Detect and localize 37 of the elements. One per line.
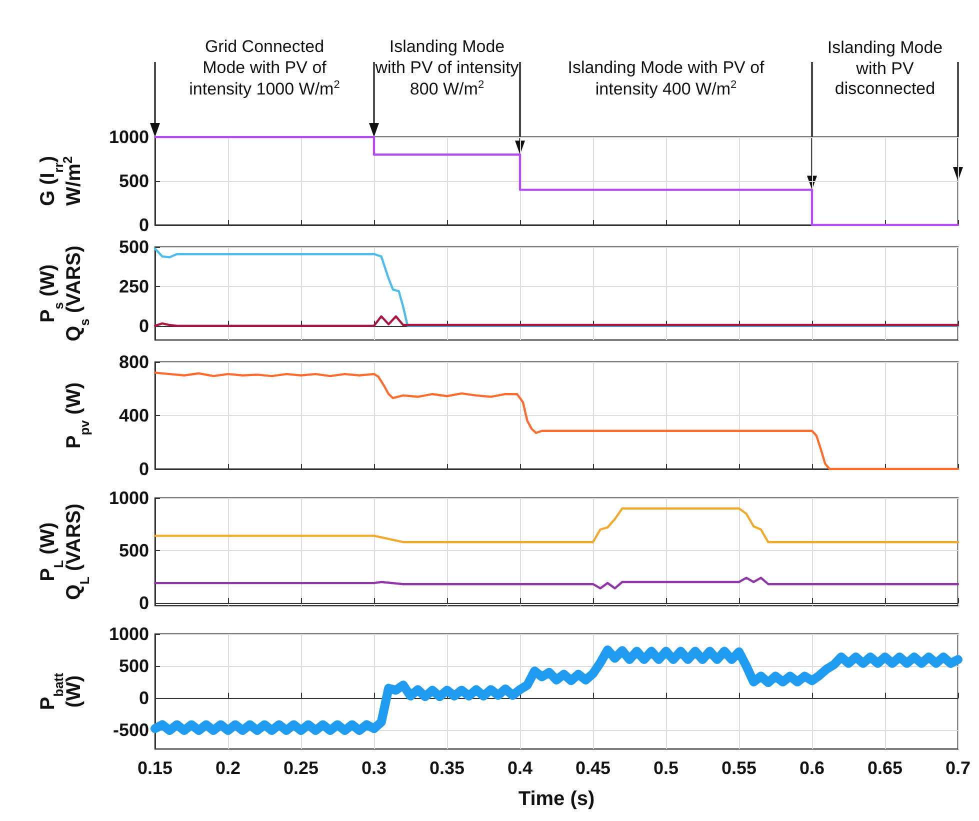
x-tick-label: 0.45 xyxy=(575,758,611,778)
x-tick-label: 0.15 xyxy=(137,758,173,778)
x-tick-label: 0.7 xyxy=(945,758,971,778)
text: Islanding Mode with PV of intensity 400 W/m$^{2}$ xyxy=(568,58,764,100)
x-tick-label: 0.25 xyxy=(283,758,319,778)
line-series xyxy=(154,507,960,544)
text: Islanding Mode with PV of intensity 800 W/m$^{2}$ xyxy=(375,37,519,100)
y-tick-label: 400 xyxy=(118,406,149,426)
y-tick-label: 1000 xyxy=(108,488,149,508)
y-tick-label: 500 xyxy=(118,171,149,191)
y-tick-label: 500 xyxy=(118,656,149,676)
x-tick-label: 0.5 xyxy=(653,758,679,778)
y-tick-label: 0 xyxy=(138,459,149,479)
x-axis-title: Time (s) xyxy=(518,788,595,810)
line-series xyxy=(154,576,960,590)
y-tick-label: 500 xyxy=(118,540,149,560)
y-tick-label: 800 xyxy=(118,352,149,372)
y-tick-label: 0 xyxy=(138,215,149,235)
y-tick-label: 500 xyxy=(118,237,149,257)
y-tick-label: 0 xyxy=(138,316,149,336)
y-tick-label: 250 xyxy=(118,276,149,296)
y-tick-label: 0 xyxy=(138,688,149,708)
y-tick-label: 1000 xyxy=(108,624,149,644)
y-tick-label: 0 xyxy=(138,593,149,613)
x-tick-label: 0.65 xyxy=(867,758,903,778)
x-tick-label: 0.55 xyxy=(721,758,757,778)
text: Islanding Mode with PV disconnected xyxy=(827,38,943,100)
line-series xyxy=(154,315,960,327)
text: Grid Connected Mode with PV of intensity 1000 W/m$^{2}$ xyxy=(189,37,340,100)
y-tick-label: 1000 xyxy=(108,127,149,147)
y-axis-title: Ppv (W) xyxy=(63,382,92,449)
y-tick-label: -500 xyxy=(112,720,149,740)
x-tick-label: 0.6 xyxy=(799,758,825,778)
x-tick-label: 0.4 xyxy=(507,758,533,778)
x-tick-label: 0.3 xyxy=(361,758,387,778)
x-tick-label: 0.35 xyxy=(429,758,465,778)
x-tick-label: 0.2 xyxy=(215,758,241,778)
